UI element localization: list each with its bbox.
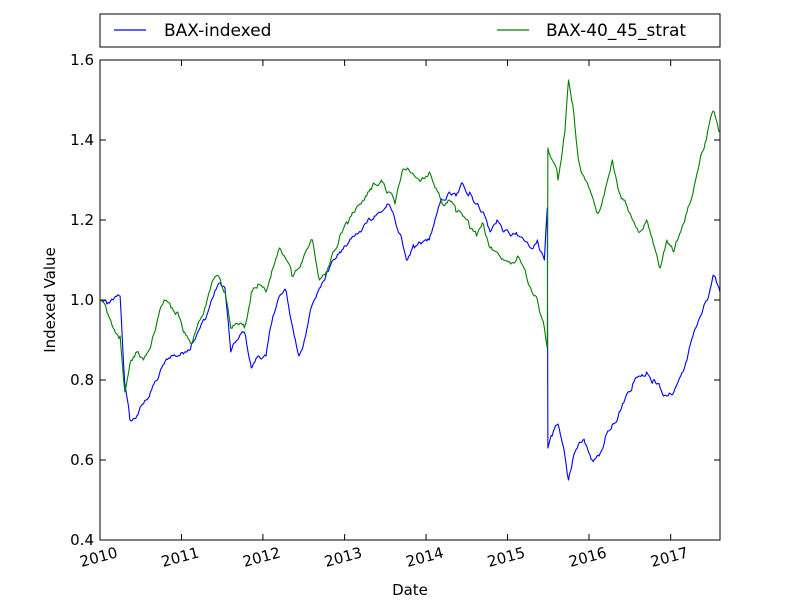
- legend-label-bax-indexed: BAX-indexed: [164, 21, 271, 41]
- y-axis: 0.4 0.6 0.8 1.0 1.2 1.4 1.6: [70, 51, 720, 549]
- y-tick-label: 0.4: [70, 531, 94, 549]
- y-tick-label: 1.0: [70, 291, 94, 309]
- series-line-bax-40-45-strat: [100, 79, 720, 393]
- series-layer: [100, 79, 720, 481]
- y-tick-label: 0.6: [70, 451, 94, 469]
- legend-frame: [99, 13, 721, 48]
- y-axis-label: Indexed Value: [41, 247, 59, 353]
- y-tick-label: 0.8: [70, 371, 94, 389]
- plot-area: [99, 59, 721, 541]
- plot-background: [100, 60, 720, 540]
- legend-label-bax-strat: BAX-40_45_strat: [546, 21, 686, 41]
- legend: BAX-indexed BAX-40_45_strat: [99, 13, 721, 48]
- series-line-bax-indexed: [100, 182, 720, 481]
- y-tick-label: 1.4: [70, 131, 94, 149]
- x-axis-label: Date: [392, 581, 428, 599]
- y-tick-label: 1.6: [70, 51, 94, 69]
- y-tick-label: 1.2: [70, 211, 94, 229]
